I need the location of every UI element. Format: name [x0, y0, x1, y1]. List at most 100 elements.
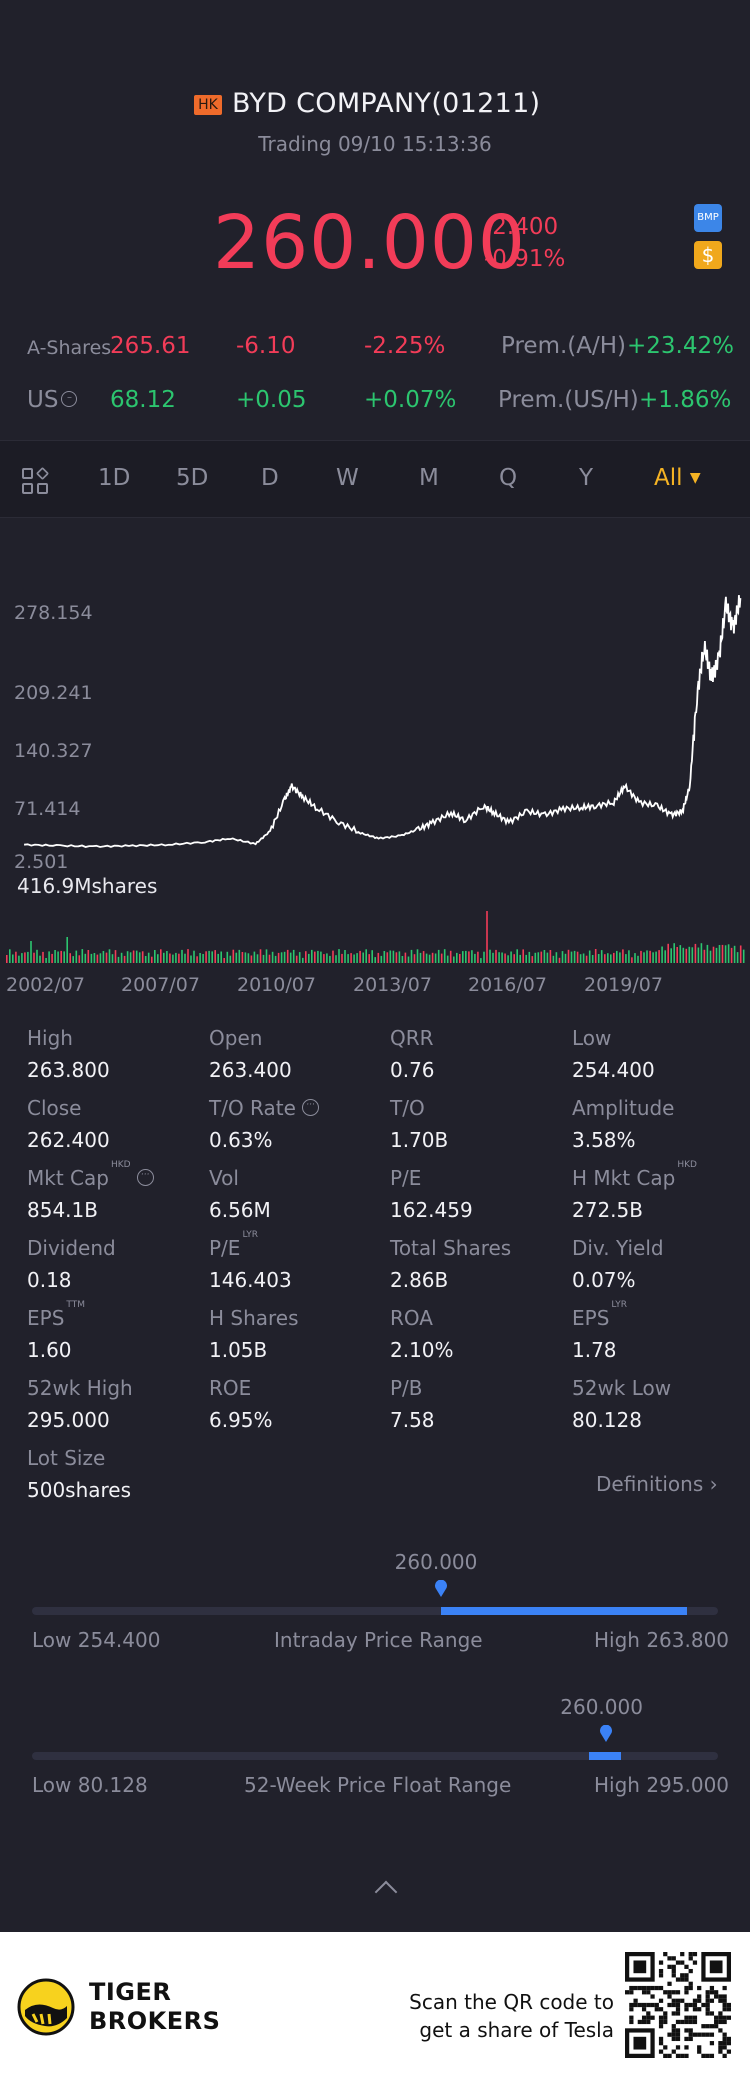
volume-bar — [235, 952, 238, 963]
stat-div-yield: Div. Yield 0.07% — [572, 1236, 750, 1292]
volume-bar — [555, 952, 558, 963]
qr-code-icon[interactable] — [625, 1952, 731, 2058]
stat-key: P/E — [390, 1166, 422, 1190]
volume-bar — [129, 952, 132, 963]
volume-bar — [498, 952, 500, 963]
volume-bar — [522, 949, 524, 963]
volume-bar — [477, 951, 479, 963]
stat-key: ROA — [390, 1306, 433, 1330]
prem-us-label: Prem.(US/H) — [498, 387, 639, 413]
stat-value: 0.07% — [572, 1268, 636, 1292]
tab-y[interactable]: Y — [579, 465, 594, 491]
volume-bar — [495, 949, 497, 963]
volume-bar — [36, 949, 38, 963]
volume-bar — [453, 956, 455, 963]
info-dots-icon[interactable]: ··· — [136, 1169, 154, 1186]
volume-bar — [365, 949, 367, 963]
volume-bar — [244, 952, 247, 963]
tab-5d[interactable]: 5D — [176, 465, 209, 491]
stat-total-shares: Total Shares 2.86B — [390, 1236, 570, 1292]
stat-key: High — [27, 1026, 73, 1050]
tab-1d[interactable]: 1D — [98, 465, 131, 491]
volume-bar — [12, 954, 14, 963]
volume-bar — [694, 943, 697, 963]
scan-text-line-1: Scan the QR code to — [409, 1990, 614, 2014]
volume-bar — [229, 955, 232, 963]
info-dots-icon[interactable]: ··· — [301, 1099, 319, 1116]
volume-bar — [703, 949, 706, 963]
tab-m[interactable]: M — [419, 465, 439, 491]
tiger-logo-icon — [17, 1978, 75, 2036]
intraday-range-fill — [440, 1607, 688, 1615]
volume-bar — [308, 953, 310, 963]
volume-bar — [588, 950, 591, 963]
volume-bar — [271, 951, 274, 963]
a-shares-row[interactable]: A-Shares 265.61 -6.10 -2.25% Prem.(A/H) … — [0, 333, 750, 373]
stat-key: Div. Yield — [572, 1236, 664, 1260]
volume-bar — [344, 950, 346, 963]
volume-bar — [226, 951, 229, 963]
volume-bar — [718, 945, 721, 963]
volume-bar — [326, 953, 328, 963]
volume-bar — [362, 952, 364, 963]
stat-label: High — [27, 1026, 207, 1050]
volume-bar — [274, 955, 277, 963]
stat-key-superscript: LYR — [611, 1300, 627, 1310]
volume-bar — [736, 952, 739, 963]
volume-bar — [404, 952, 407, 963]
volume-bar — [449, 950, 452, 963]
volume-bar — [108, 949, 111, 963]
us-row[interactable]: US – 68.12 +0.05 +0.07% Prem.(US/H) +1.86… — [0, 387, 750, 427]
stat-label: H Shares — [209, 1306, 389, 1330]
volume-bar — [123, 955, 126, 963]
chevron-up-icon[interactable] — [374, 1880, 398, 1904]
stat-label: Amplitude — [572, 1096, 750, 1120]
stat-value: 1.05B — [209, 1338, 268, 1362]
stat-vol: Vol 6.56M — [209, 1166, 389, 1222]
tab-w[interactable]: W — [336, 465, 359, 491]
us-change-percent: +0.07% — [364, 387, 457, 413]
price-chart[interactable]: 278.154 209.241 140.327 71.414 2.501 2002/07… — [0, 560, 750, 1000]
volume-bar — [15, 951, 17, 963]
stat-value: 262.400 — [27, 1128, 110, 1152]
volume-bar — [298, 952, 301, 963]
volume-bar — [673, 943, 675, 963]
volume-bar — [262, 954, 265, 963]
a-shares-change-percent: -2.25% — [364, 333, 446, 359]
volume-bar — [295, 955, 298, 963]
tab-all[interactable]: All ▼ — [654, 465, 701, 491]
volume-bar — [416, 949, 419, 963]
stock-title[interactable]: BYD COMPANY(01211) — [232, 88, 541, 119]
tab-q[interactable]: Q — [499, 465, 518, 491]
volume-bar — [685, 948, 688, 963]
stat-key-superscript: TTM — [66, 1300, 86, 1310]
volume-bar — [706, 944, 709, 963]
trading-status: Trading 09/10 15:13:36 — [258, 132, 492, 156]
volume-bar — [549, 950, 552, 963]
stat-key: Low — [572, 1026, 612, 1050]
volume-bar — [314, 951, 316, 963]
stat-label: P/B — [390, 1376, 570, 1400]
tab-d[interactable]: D — [261, 465, 279, 491]
volume-bar — [610, 954, 612, 963]
volume-bar — [151, 956, 153, 963]
stat-key: P/B — [390, 1376, 423, 1400]
stat-value: 2.86B — [390, 1268, 449, 1292]
bmp-badge-icon[interactable]: BMP — [694, 204, 722, 232]
volume-bar — [516, 949, 518, 963]
stat-label: Div. Yield — [572, 1236, 750, 1260]
stat-key: T/O — [390, 1096, 425, 1120]
definitions-link[interactable]: Definitions › — [596, 1472, 718, 1496]
grid-layout-icon[interactable] — [22, 466, 50, 496]
volume-bar — [655, 951, 657, 963]
volume-bar — [102, 951, 105, 963]
volume-bar — [93, 953, 96, 963]
y-tick-label: 209.241 — [14, 682, 93, 704]
dollar-icon[interactable]: $ — [694, 241, 722, 269]
stat-key: Total Shares — [390, 1236, 512, 1260]
stat-lot-size: Lot Size 500shares — [27, 1446, 207, 1502]
stat-label: Vol — [209, 1166, 389, 1190]
promo-footer[interactable]: TIGER BROKERS Scan the QR code to get a … — [0, 1932, 750, 2079]
volume-bar — [407, 956, 410, 963]
volume-bar — [147, 952, 150, 963]
